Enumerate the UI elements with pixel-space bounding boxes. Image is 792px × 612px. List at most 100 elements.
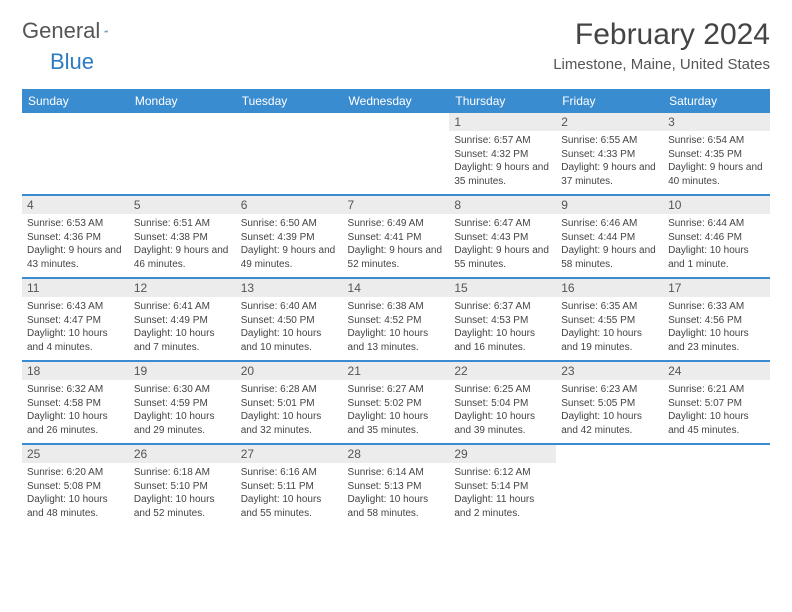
calendar-week-row: 1Sunrise: 6:57 AMSunset: 4:32 PMDaylight… (22, 113, 770, 195)
sunset-text: Sunset: 4:55 PM (561, 314, 658, 328)
day-content: Sunrise: 6:57 AMSunset: 4:32 PMDaylight:… (449, 131, 556, 194)
day-content: Sunrise: 6:40 AMSunset: 4:50 PMDaylight:… (236, 297, 343, 360)
sunset-text: Sunset: 4:50 PM (241, 314, 338, 328)
logo-mark-icon (104, 23, 108, 39)
calendar-day-cell: 25Sunrise: 6:20 AMSunset: 5:08 PMDayligh… (22, 444, 129, 526)
sunset-text: Sunset: 5:14 PM (454, 480, 551, 494)
sunset-text: Sunset: 5:01 PM (241, 397, 338, 411)
daylight-text: Daylight: 9 hours and 43 minutes. (27, 244, 124, 271)
calendar-day-cell: 8Sunrise: 6:47 AMSunset: 4:43 PMDaylight… (449, 195, 556, 278)
calendar-day-cell: 6Sunrise: 6:50 AMSunset: 4:39 PMDaylight… (236, 195, 343, 278)
daylight-text: Daylight: 9 hours and 40 minutes. (668, 161, 765, 188)
sunset-text: Sunset: 4:56 PM (668, 314, 765, 328)
calendar-day-cell: 26Sunrise: 6:18 AMSunset: 5:10 PMDayligh… (129, 444, 236, 526)
calendar-day-cell: 18Sunrise: 6:32 AMSunset: 4:58 PMDayligh… (22, 361, 129, 444)
calendar-day-cell (663, 444, 770, 526)
sunrise-text: Sunrise: 6:14 AM (348, 466, 445, 480)
day-number: 21 (343, 362, 450, 380)
weekday-header: Wednesday (343, 89, 450, 113)
day-number: 23 (556, 362, 663, 380)
day-number: 19 (129, 362, 236, 380)
day-content: Sunrise: 6:27 AMSunset: 5:02 PMDaylight:… (343, 380, 450, 443)
daylight-text: Daylight: 10 hours and 32 minutes. (241, 410, 338, 437)
daylight-text: Daylight: 9 hours and 46 minutes. (134, 244, 231, 271)
day-content: Sunrise: 6:50 AMSunset: 4:39 PMDaylight:… (236, 214, 343, 277)
daylight-text: Daylight: 10 hours and 19 minutes. (561, 327, 658, 354)
day-content: Sunrise: 6:32 AMSunset: 4:58 PMDaylight:… (22, 380, 129, 443)
calendar-day-cell: 9Sunrise: 6:46 AMSunset: 4:44 PMDaylight… (556, 195, 663, 278)
sunrise-text: Sunrise: 6:41 AM (134, 300, 231, 314)
sunrise-text: Sunrise: 6:18 AM (134, 466, 231, 480)
day-number: 1 (449, 113, 556, 131)
month-title: February 2024 (553, 18, 770, 52)
sunrise-text: Sunrise: 6:50 AM (241, 217, 338, 231)
sunset-text: Sunset: 5:11 PM (241, 480, 338, 494)
sunset-text: Sunset: 4:47 PM (27, 314, 124, 328)
calendar-day-cell: 13Sunrise: 6:40 AMSunset: 4:50 PMDayligh… (236, 278, 343, 361)
calendar-day-cell: 21Sunrise: 6:27 AMSunset: 5:02 PMDayligh… (343, 361, 450, 444)
sunrise-text: Sunrise: 6:35 AM (561, 300, 658, 314)
daylight-text: Daylight: 10 hours and 29 minutes. (134, 410, 231, 437)
day-content: Sunrise: 6:38 AMSunset: 4:52 PMDaylight:… (343, 297, 450, 360)
sunrise-text: Sunrise: 6:32 AM (27, 383, 124, 397)
sunset-text: Sunset: 4:39 PM (241, 231, 338, 245)
day-number: 7 (343, 196, 450, 214)
sunset-text: Sunset: 4:32 PM (454, 148, 551, 162)
sunrise-text: Sunrise: 6:21 AM (668, 383, 765, 397)
title-block: February 2024 Limestone, Maine, United S… (553, 18, 770, 73)
sunset-text: Sunset: 5:10 PM (134, 480, 231, 494)
day-number: 14 (343, 279, 450, 297)
daylight-text: Daylight: 9 hours and 35 minutes. (454, 161, 551, 188)
sunrise-text: Sunrise: 6:57 AM (454, 134, 551, 148)
calendar-day-cell (236, 113, 343, 195)
calendar-day-cell: 23Sunrise: 6:23 AMSunset: 5:05 PMDayligh… (556, 361, 663, 444)
daylight-text: Daylight: 9 hours and 52 minutes. (348, 244, 445, 271)
day-content: Sunrise: 6:41 AMSunset: 4:49 PMDaylight:… (129, 297, 236, 360)
sunrise-text: Sunrise: 6:55 AM (561, 134, 658, 148)
calendar-day-cell (343, 113, 450, 195)
sunrise-text: Sunrise: 6:33 AM (668, 300, 765, 314)
day-number: 18 (22, 362, 129, 380)
day-number: 9 (556, 196, 663, 214)
day-content: Sunrise: 6:25 AMSunset: 5:04 PMDaylight:… (449, 380, 556, 443)
day-content: Sunrise: 6:37 AMSunset: 4:53 PMDaylight:… (449, 297, 556, 360)
day-number: 26 (129, 445, 236, 463)
daylight-text: Daylight: 9 hours and 49 minutes. (241, 244, 338, 271)
sunrise-text: Sunrise: 6:12 AM (454, 466, 551, 480)
calendar-day-cell: 19Sunrise: 6:30 AMSunset: 4:59 PMDayligh… (129, 361, 236, 444)
weekday-header: Sunday (22, 89, 129, 113)
sunset-text: Sunset: 4:38 PM (134, 231, 231, 245)
calendar-day-cell: 22Sunrise: 6:25 AMSunset: 5:04 PMDayligh… (449, 361, 556, 444)
sunrise-text: Sunrise: 6:44 AM (668, 217, 765, 231)
day-number: 27 (236, 445, 343, 463)
sunset-text: Sunset: 5:07 PM (668, 397, 765, 411)
day-content: Sunrise: 6:35 AMSunset: 4:55 PMDaylight:… (556, 297, 663, 360)
day-content: Sunrise: 6:33 AMSunset: 4:56 PMDaylight:… (663, 297, 770, 360)
sunrise-text: Sunrise: 6:20 AM (27, 466, 124, 480)
day-number: 4 (22, 196, 129, 214)
daylight-text: Daylight: 10 hours and 1 minute. (668, 244, 765, 271)
day-content: Sunrise: 6:43 AMSunset: 4:47 PMDaylight:… (22, 297, 129, 360)
daylight-text: Daylight: 10 hours and 23 minutes. (668, 327, 765, 354)
calendar-day-cell: 7Sunrise: 6:49 AMSunset: 4:41 PMDaylight… (343, 195, 450, 278)
sunrise-text: Sunrise: 6:23 AM (561, 383, 658, 397)
day-number: 12 (129, 279, 236, 297)
calendar-day-cell: 27Sunrise: 6:16 AMSunset: 5:11 PMDayligh… (236, 444, 343, 526)
daylight-text: Daylight: 10 hours and 13 minutes. (348, 327, 445, 354)
daylight-text: Daylight: 10 hours and 39 minutes. (454, 410, 551, 437)
sunset-text: Sunset: 4:35 PM (668, 148, 765, 162)
sunrise-text: Sunrise: 6:53 AM (27, 217, 124, 231)
sunset-text: Sunset: 4:33 PM (561, 148, 658, 162)
day-number: 10 (663, 196, 770, 214)
day-content: Sunrise: 6:44 AMSunset: 4:46 PMDaylight:… (663, 214, 770, 277)
day-content: Sunrise: 6:55 AMSunset: 4:33 PMDaylight:… (556, 131, 663, 194)
calendar-day-cell: 14Sunrise: 6:38 AMSunset: 4:52 PMDayligh… (343, 278, 450, 361)
calendar-day-cell: 1Sunrise: 6:57 AMSunset: 4:32 PMDaylight… (449, 113, 556, 195)
sunset-text: Sunset: 4:36 PM (27, 231, 124, 245)
day-number: 15 (449, 279, 556, 297)
calendar-day-cell: 10Sunrise: 6:44 AMSunset: 4:46 PMDayligh… (663, 195, 770, 278)
daylight-text: Daylight: 10 hours and 45 minutes. (668, 410, 765, 437)
daylight-text: Daylight: 10 hours and 35 minutes. (348, 410, 445, 437)
day-number: 25 (22, 445, 129, 463)
weekday-header-row: Sunday Monday Tuesday Wednesday Thursday… (22, 89, 770, 113)
